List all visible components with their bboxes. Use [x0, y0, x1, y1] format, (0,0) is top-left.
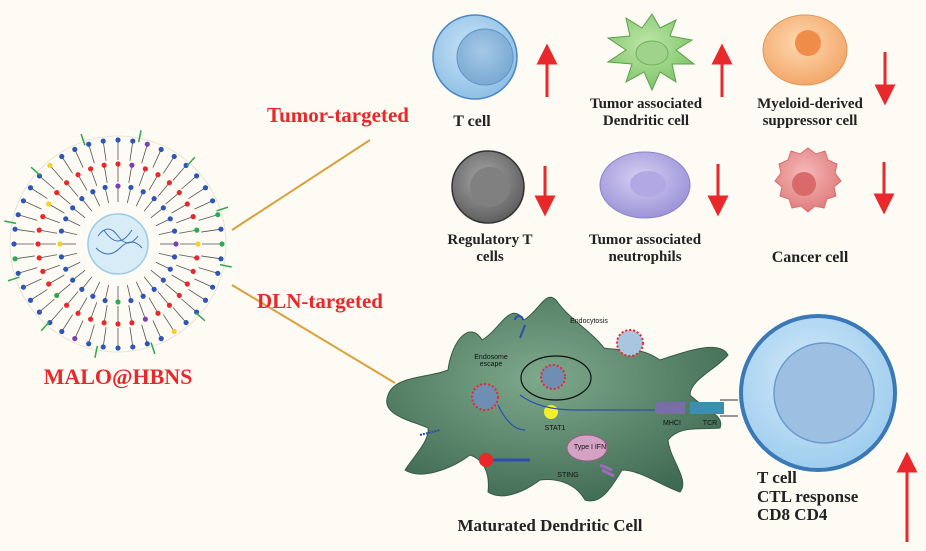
neutrophil-label: Tumor associated neutrophils — [588, 232, 702, 265]
effector-t-cell-label: T cell CTL response CD8 CD4 — [757, 468, 859, 525]
regulatory-t-cell-icon — [451, 150, 525, 224]
cancer-cell-label: Cancer cell — [771, 249, 849, 266]
neutrophil-icon — [599, 151, 691, 219]
type-i-ifn-label: Type I IFN — [573, 444, 607, 451]
endocytosis-label: Endocytosis — [570, 318, 608, 325]
t-cell-label: T cell — [453, 113, 491, 130]
effector-t-cell-icon — [739, 314, 897, 472]
mhc-label: MHCI — [663, 420, 681, 427]
particle-label: MALO@HBNS — [43, 364, 193, 389]
maturated-dendritic-cell-icon — [386, 297, 738, 502]
sting-label: STING — [557, 472, 579, 479]
tumor-route-connector — [231, 139, 371, 231]
myeloid-cell-icon — [762, 14, 848, 86]
t-cell-icon — [432, 14, 518, 100]
nanoparticle-icon — [4, 130, 232, 358]
dln-route-connector — [231, 284, 396, 384]
tumor-targeted-label: Tumor-targeted — [267, 103, 409, 127]
dendritic-cell-title: Maturated Dendritic Cell — [457, 516, 643, 535]
dendritic-cell-label: Tumor associated Dendritic cell — [589, 96, 703, 129]
dendritic-cell-icon — [606, 13, 696, 92]
cancer-cell-icon — [774, 147, 842, 213]
myeloid-cell-label: Myeloid-derived suppressor cell — [757, 96, 863, 129]
dln-targeted-label: DLN-targeted — [257, 289, 383, 313]
endosome-escape-label: Endosome escape — [474, 354, 508, 369]
stat1-label: STAT1 — [544, 425, 566, 432]
tcr-label: TCR — [702, 420, 718, 427]
